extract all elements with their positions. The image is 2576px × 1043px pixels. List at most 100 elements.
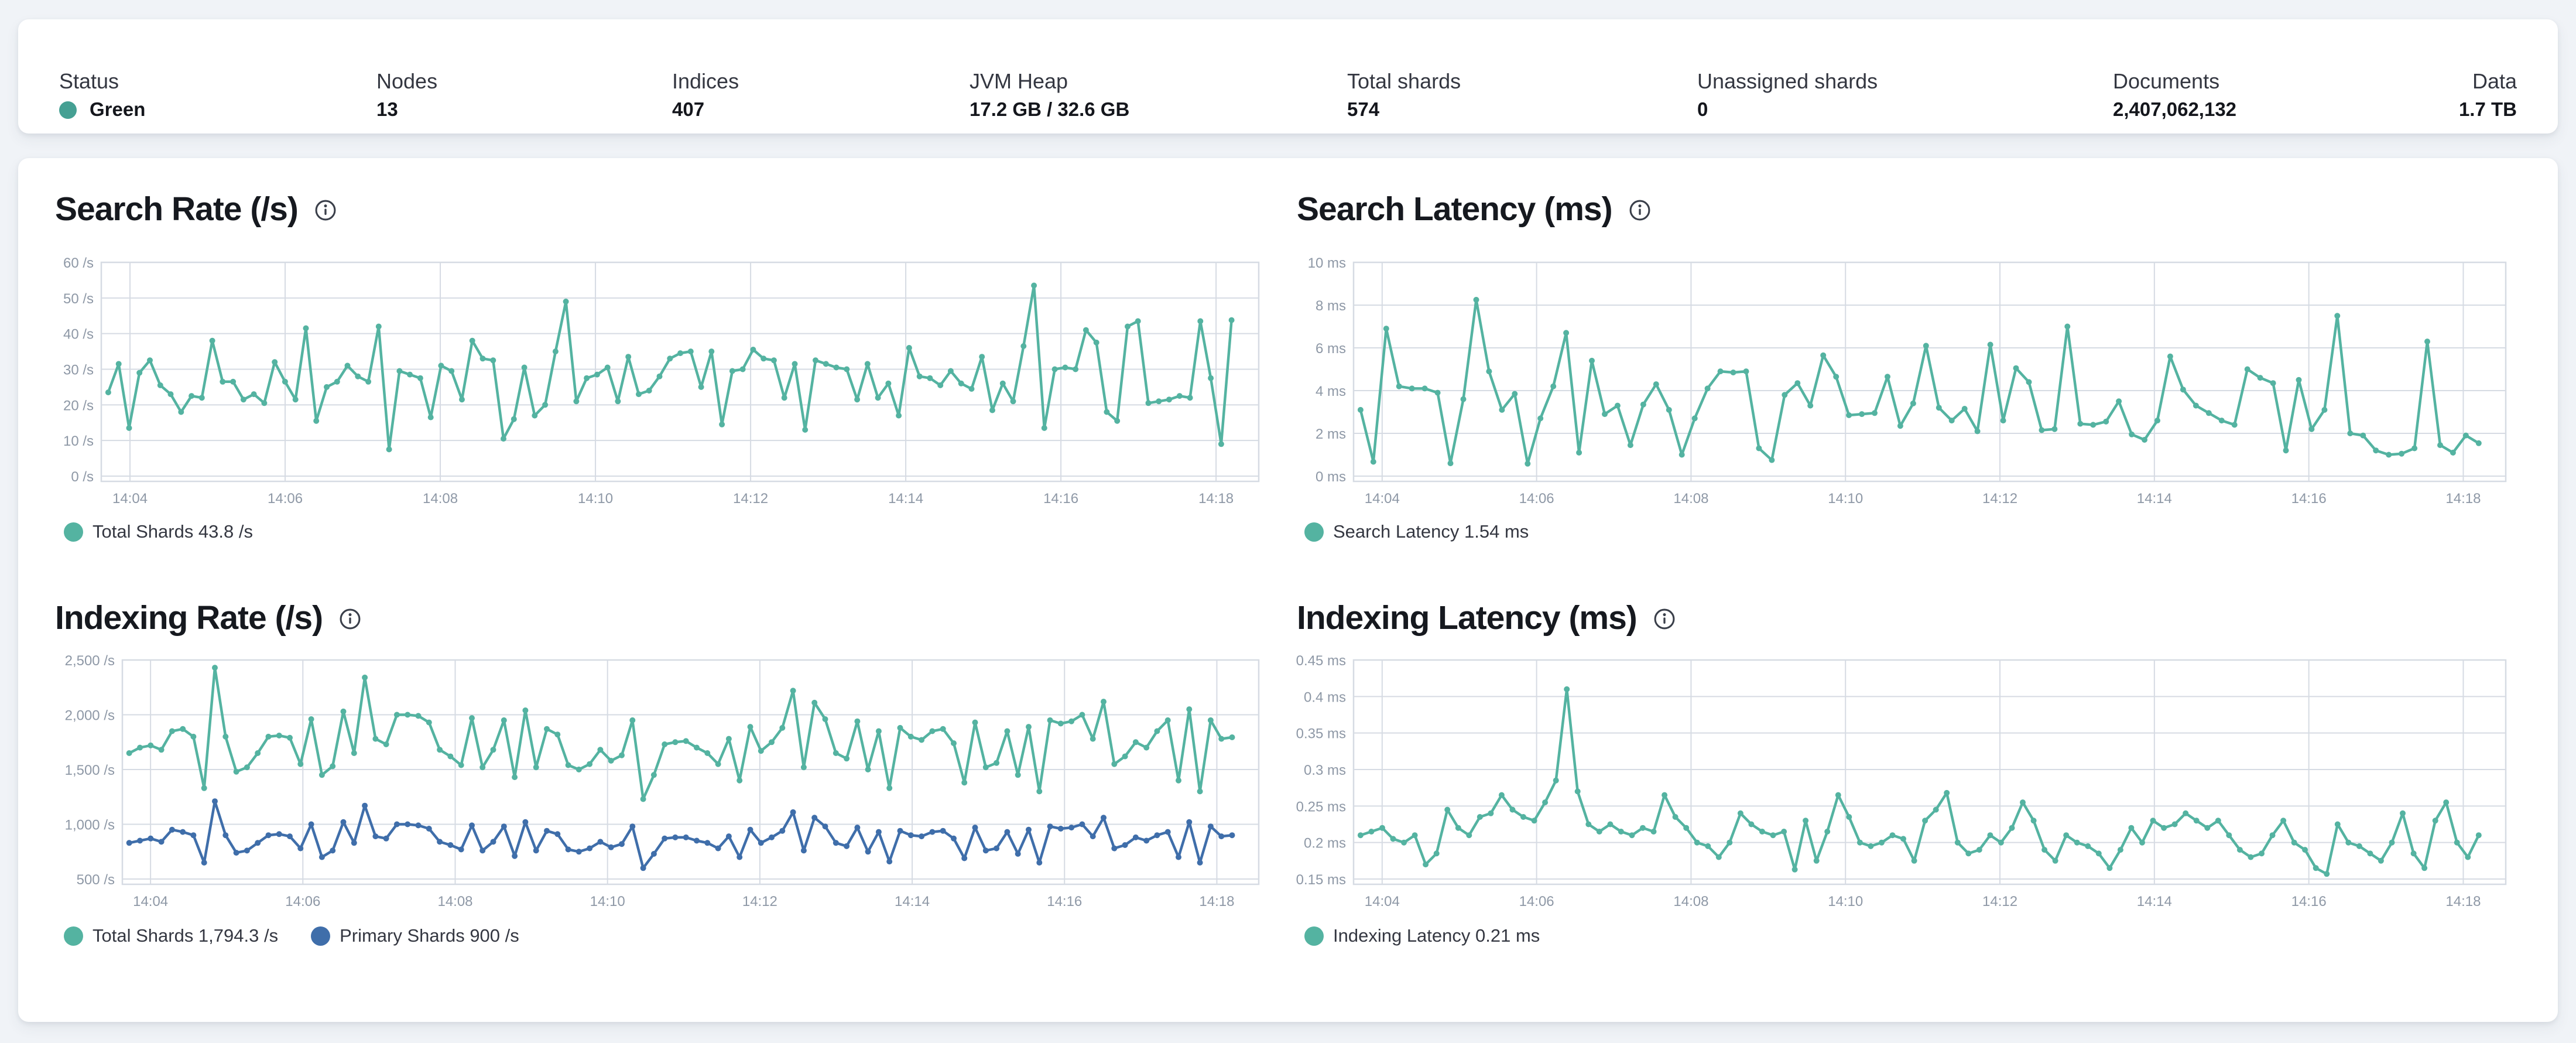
legend-item[interactable]: Total Shards 43.8 /s [64,521,253,542]
svg-text:14:10: 14:10 [578,491,613,507]
search-latency-title-row: Search Latency (ms) [1297,191,1651,227]
stat-total-shards-label: Total shards [1347,69,1461,93]
stat-data-value: 1.7 TB [2458,98,2517,120]
svg-text:14:12: 14:12 [1982,894,2017,909]
svg-text:14:08: 14:08 [423,491,458,507]
svg-text:14:08: 14:08 [437,894,472,909]
svg-text:14:06: 14:06 [268,491,303,507]
stat-status-label: Status [59,69,119,93]
charts-canvas[interactable]: 60 /s 50 /s 40 /s 30 /s 20 /s 10 /s 0 /s 14:04 1… [18,158,2558,1022]
svg-text:14:14: 14:14 [2137,491,2172,507]
indexing-rate-title: Indexing Rate (/s) [55,599,323,637]
svg-text:14:06: 14:06 [1519,491,1554,507]
svg-text:14:14: 14:14 [888,491,923,507]
svg-text:14:04: 14:04 [1365,894,1400,909]
svg-text:14:04: 14:04 [112,491,148,507]
svg-text:14:18: 14:18 [2445,894,2481,909]
stat-nodes-value: 13 [376,98,398,120]
search-latency-legend: Search Latency 1.54 ms [1304,520,1529,543]
indexing-latency-title: Indexing Latency (ms) [1297,599,1638,637]
svg-text:0 /s: 0 /s [71,469,94,485]
legend-item[interactable]: Indexing Latency 0.21 ms [1304,925,1540,946]
svg-text:10 /s: 10 /s [63,433,94,449]
svg-text:14:14: 14:14 [2137,894,2172,909]
svg-text:14:10: 14:10 [590,894,625,909]
legend-label: Search Latency 1.54 ms [1333,521,1529,542]
legend-item[interactable]: Total Shards 1,794.3 /s [64,925,278,946]
svg-text:0.45 ms: 0.45 ms [1296,653,1346,669]
indexing-latency-legend: Indexing Latency 0.21 ms [1304,924,1540,948]
info-icon[interactable] [1629,199,1651,221]
stat-indices-label: Indices [672,69,739,93]
svg-text:14:16: 14:16 [1043,491,1078,507]
svg-text:6 ms: 6 ms [1316,341,1346,357]
indexing-rate-title-row: Indexing Rate (/s) [55,600,361,636]
legend-dot-icon [64,522,83,542]
svg-text:1,500 /s: 1,500 /s [65,762,115,778]
svg-text:14:06: 14:06 [1519,894,1554,909]
legend-dot-icon [1304,522,1324,542]
svg-text:14:06: 14:06 [285,894,320,909]
stat-documents-label: Documents [2113,69,2220,93]
svg-text:10 ms: 10 ms [1308,255,1346,271]
legend-label: Primary Shards 900 /s [340,925,519,946]
legend-label: Total Shards 43.8 /s [93,521,253,542]
svg-text:30 /s: 30 /s [63,363,94,378]
stat-unassigned-shards-label: Unassigned shards [1697,69,1878,93]
svg-text:4 ms: 4 ms [1316,384,1346,399]
stat-total-shards-value: 574 [1347,98,1380,120]
svg-text:14:08: 14:08 [1673,491,1708,507]
svg-text:0.4 ms: 0.4 ms [1304,689,1346,705]
svg-text:14:18: 14:18 [2445,491,2481,507]
svg-text:0.15 ms: 0.15 ms [1296,872,1346,888]
stat-nodes-label: Nodes [376,69,438,93]
svg-text:60 /s: 60 /s [63,255,94,271]
svg-text:2 ms: 2 ms [1316,426,1346,442]
svg-text:14:10: 14:10 [1828,894,1863,909]
svg-text:40 /s: 40 /s [63,327,94,343]
svg-text:14:12: 14:12 [733,491,768,507]
svg-text:14:10: 14:10 [1828,491,1863,507]
svg-text:50 /s: 50 /s [63,291,94,307]
svg-text:1,000 /s: 1,000 /s [65,818,115,833]
svg-text:14:08: 14:08 [1673,894,1708,909]
cluster-summary-bar: Status Green Nodes 13 Indices 407 JVM He… [18,19,2558,134]
svg-text:0.35 ms: 0.35 ms [1296,726,1346,742]
stat-jvm-heap-value: 17.2 GB / 32.6 GB [970,98,1130,120]
legend-item[interactable]: Search Latency 1.54 ms [1304,521,1529,542]
info-icon[interactable] [339,608,361,630]
svg-text:14:16: 14:16 [1047,894,1082,909]
search-rate-legend: Total Shards 43.8 /s [64,520,253,543]
stat-documents-value: 2,407,062,132 [2113,98,2237,120]
svg-text:14:18: 14:18 [1198,491,1234,507]
indexing-rate-legend: Total Shards 1,794.3 /s Primary Shards 9… [64,924,519,948]
svg-text:500 /s: 500 /s [77,872,115,888]
svg-text:8 ms: 8 ms [1316,298,1346,314]
svg-text:14:04: 14:04 [133,894,168,909]
legend-item[interactable]: Primary Shards 900 /s [311,925,519,946]
legend-label: Total Shards 1,794.3 /s [93,925,279,946]
svg-text:14:14: 14:14 [895,894,930,909]
stat-status-text: Green [90,98,146,120]
svg-text:14:16: 14:16 [2291,491,2327,507]
legend-label: Indexing Latency 0.21 ms [1333,925,1540,946]
info-icon[interactable] [314,199,337,221]
legend-dot-icon [1304,926,1324,946]
stat-data-label: Data [2472,69,2517,93]
svg-text:14:12: 14:12 [742,894,777,909]
svg-text:2,000 /s: 2,000 /s [65,708,115,724]
stat-indices-value: 407 [672,98,705,120]
legend-dot-icon [311,926,331,946]
svg-text:14:18: 14:18 [1199,894,1234,909]
svg-text:2,500 /s: 2,500 /s [65,653,115,669]
svg-text:14:04: 14:04 [1365,491,1400,507]
search-rate-title-row: Search Rate (/s) [55,191,337,227]
info-icon[interactable] [1653,608,1676,630]
search-rate-title: Search Rate (/s) [55,190,299,228]
svg-text:0.3 ms: 0.3 ms [1304,762,1346,778]
svg-text:0.25 ms: 0.25 ms [1296,799,1346,815]
svg-text:0.2 ms: 0.2 ms [1304,836,1346,852]
health-status-dot-icon [59,101,77,119]
stat-jvm-heap-label: JVM Heap [970,69,1068,93]
